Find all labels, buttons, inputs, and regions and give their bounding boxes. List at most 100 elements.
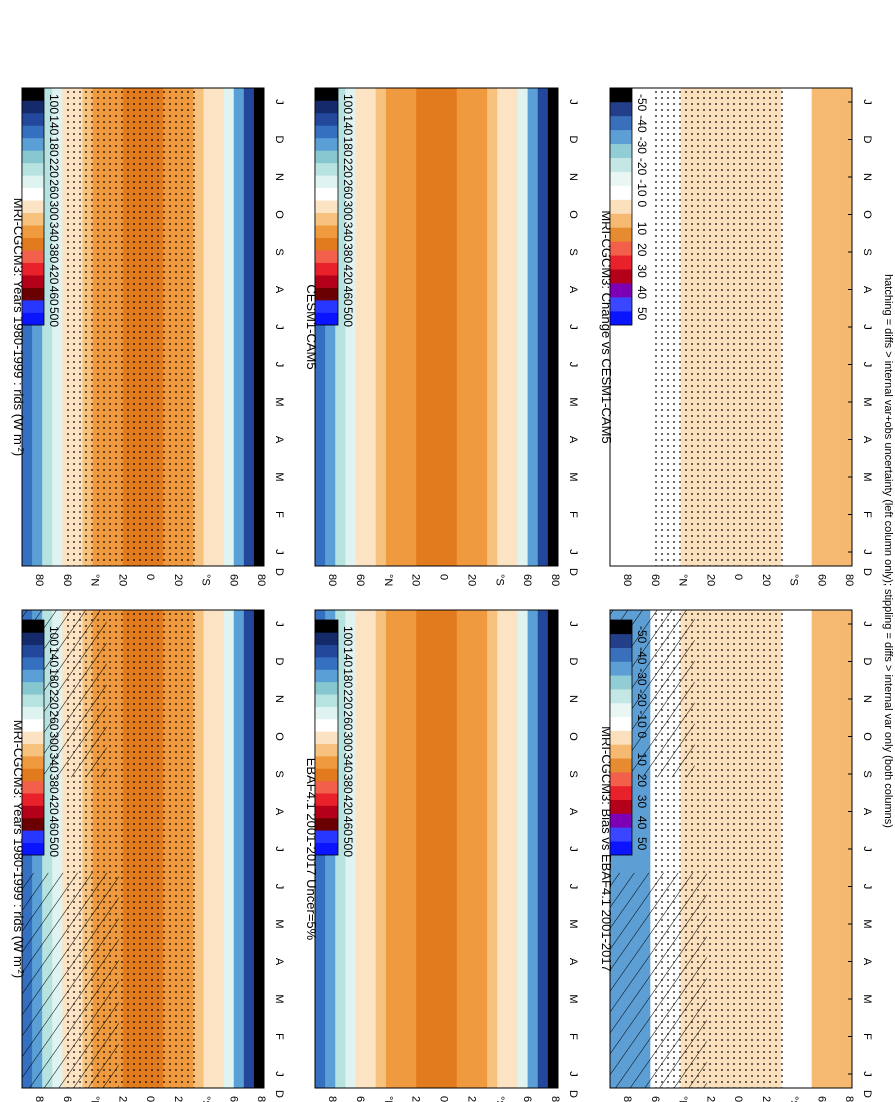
colorbar-label: 500 [341,307,355,327]
month-tick: O [861,210,873,219]
field-band [396,88,407,566]
month-tick: A [273,808,285,816]
month-tick: D [861,658,873,666]
month-tick: N [273,695,285,703]
colorbar-swatch [610,675,632,690]
latitude-tick: 80 [326,574,338,586]
axis-end-label: D [567,1090,579,1098]
colorbar-swatch [610,171,632,186]
colorbar-swatch [22,830,44,843]
colorbar-swatch [610,772,632,787]
colorbar-swatch [315,262,338,276]
colorbar-label: 40 [635,286,649,300]
month-tick: M [861,994,873,1003]
field-band [426,88,437,566]
colorbar-frame [21,87,45,326]
month-tick: N [567,173,579,181]
colorbar-label: -40 [635,647,649,665]
field-band [497,88,508,566]
field-band [223,610,235,1088]
latitude-tick: 20 [760,1096,772,1102]
latitude-tick: °N [89,1096,101,1102]
field-band [527,610,539,1088]
colorbar-label: 340 [47,753,61,773]
colorbar-label: 0 [635,732,649,739]
month-tick: J [273,884,285,890]
colorbar-swatch [315,706,338,720]
colorbar-swatch [610,311,632,326]
latitude-tick: 60 [354,574,366,586]
field-band [223,88,235,566]
field-band [507,610,518,1088]
colorbar-label: 260 [47,179,61,199]
colorbar-swatch [315,731,338,744]
latitude-tick: 0 [732,574,744,580]
colorbar-swatch [610,758,632,773]
month-tick: J [567,362,579,368]
colorbar-label: 50 [635,837,649,851]
colorbar-swatch [315,644,338,658]
month-tick: A [861,436,873,444]
panel-top-right: MRI-CGCM3: Years 1980-1999 : rlds (W m-2… [11,87,285,586]
field-band [640,88,651,566]
colorbar-swatch [22,187,44,201]
colorbar-swatch [315,743,338,757]
month-tick: J [861,846,873,852]
colorbar-frame [314,87,339,326]
latitude-tick: 80 [33,574,45,586]
field-band [811,88,823,566]
month-tick: A [273,958,285,966]
colorbar-swatch [610,744,632,759]
colorbar-swatch [22,88,44,101]
field-band [456,88,468,566]
latitude-tick: °N [677,574,689,586]
field-band [42,610,53,1088]
latitude-tick: °N [89,574,101,586]
colorbar-swatch [610,213,632,228]
field-band [791,610,803,1088]
colorbar-label: 100 [341,94,355,114]
field-band [791,88,803,566]
colorbar-label: 220 [47,158,61,178]
latitude-tick: 80 [549,574,561,586]
field-band [213,88,225,566]
colorbar-label: 500 [341,837,355,857]
colorbar-swatch [315,200,338,214]
colorbar-swatch [610,297,632,312]
colorbar-swatch [315,275,338,288]
colorbar-swatch [315,150,338,164]
field-band [365,88,377,566]
field-band [781,88,792,566]
latitude-tick: °S [493,1096,505,1102]
colorbar-swatch [22,817,44,831]
field-band [487,610,498,1088]
colorbar-swatch [315,187,338,201]
latitude-tick: 80 [621,1096,633,1102]
field-band [466,88,478,566]
latitude-tick: 20 [704,1096,716,1102]
field-band [396,610,407,1088]
month-tick: S [567,770,579,777]
month-tick: M [567,994,579,1003]
field-band [517,610,529,1088]
colorbar-label: 340 [47,222,61,242]
field-band [547,88,559,566]
month-tick: J [567,549,579,555]
colorbar-swatch [610,115,632,131]
field-band [527,88,539,566]
month-tick: J [567,1071,579,1077]
month-tick: A [861,808,873,816]
latitude-tick: 20 [172,1096,184,1102]
colorbar-swatch [315,632,338,646]
latitude-tick: °S [493,574,505,586]
colorbar-swatch [315,100,338,114]
field-band [640,610,651,1088]
month-tick: A [861,958,873,966]
latitude-tick: 60 [815,1096,827,1102]
month-tick: F [567,511,579,518]
field-band [52,610,63,1088]
colorbar-swatch [610,799,632,814]
colorbar-swatch [315,162,338,176]
field-band [243,88,255,566]
